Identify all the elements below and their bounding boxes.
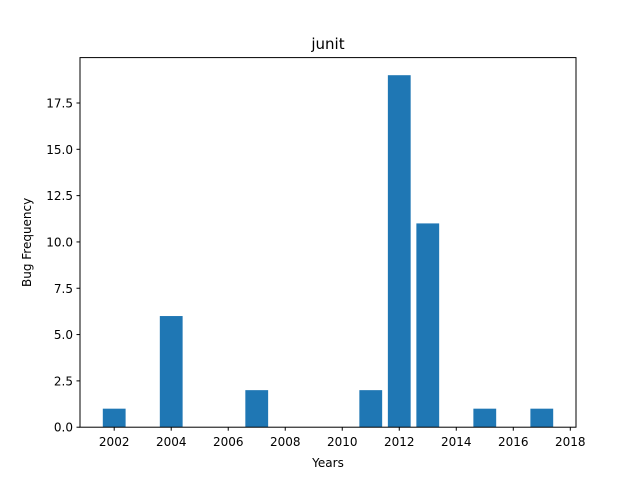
bars-group <box>102 75 554 428</box>
y-tick-label: 2.5 <box>54 374 73 388</box>
y-tick-label: 5.0 <box>54 328 73 342</box>
bar-2004 <box>159 316 183 428</box>
y-tick-label: 7.5 <box>54 282 73 296</box>
bar-2007 <box>245 390 269 428</box>
y-tick-label: 17.5 <box>46 96 73 110</box>
x-axis-ticks: 2002 2004 2006 2008 2010 2012 2014 2016 2018 <box>99 427 586 449</box>
y-tick-label: 10.0 <box>46 235 73 249</box>
x-tick-label: 2014 <box>441 435 472 449</box>
bar-2011 <box>359 390 383 428</box>
x-tick-label: 2010 <box>327 435 358 449</box>
bar-2013 <box>416 223 440 428</box>
x-axis-label: Years <box>311 456 344 470</box>
x-tick-label: 2012 <box>384 435 415 449</box>
bar-2015 <box>473 408 497 428</box>
plot-frame <box>79 57 577 428</box>
bar-2002 <box>102 408 126 428</box>
bar-2017 <box>530 408 554 428</box>
x-tick-label: 2006 <box>213 435 244 449</box>
y-axis-ticks: 0.0 2.5 5.0 7.5 10.0 12.5 15.0 17.5 <box>46 96 80 435</box>
x-tick-label: 2016 <box>498 435 529 449</box>
y-tick-label: 0.0 <box>54 421 73 435</box>
x-tick-label: 2002 <box>99 435 130 449</box>
y-axis-label: Bug Frequency <box>20 198 34 287</box>
y-tick-label: 12.5 <box>46 189 73 203</box>
chart-title: junit <box>310 35 344 53</box>
y-tick-label: 15.0 <box>46 143 73 157</box>
x-tick-label: 2018 <box>555 435 586 449</box>
bar-2012 <box>387 75 411 428</box>
x-tick-label: 2008 <box>270 435 301 449</box>
x-tick-label: 2004 <box>156 435 187 449</box>
